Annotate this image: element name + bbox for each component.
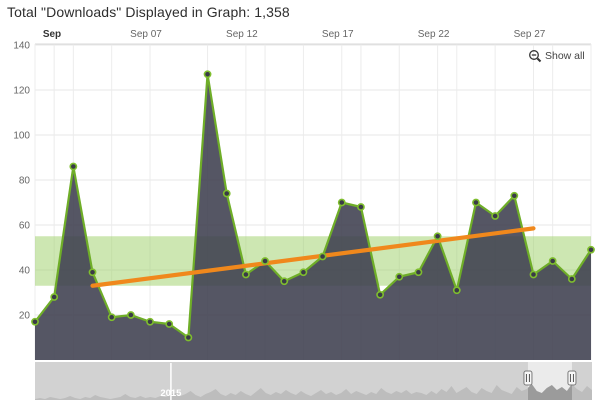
y-axis-label: 20 (19, 311, 31, 322)
magnifier-handle (536, 57, 542, 63)
magnifier-circle (529, 50, 539, 60)
data-point-marker[interactable] (510, 191, 519, 200)
x-axis-label: Sep 22 (418, 29, 450, 40)
y-axis-label: 100 (13, 131, 30, 142)
data-point-marker[interactable] (357, 203, 365, 211)
data-point-marker[interactable] (472, 198, 480, 207)
y-axis-label: 80 (19, 176, 31, 187)
y-axis-label: 140 (13, 41, 30, 52)
data-point-marker[interactable] (126, 311, 135, 319)
navigator-sparkline-selected (527, 384, 572, 400)
data-point-marker[interactable] (548, 257, 557, 265)
y-axis-label: 40 (19, 266, 31, 277)
navigator-handle-left[interactable] (523, 370, 533, 386)
data-point-marker[interactable] (261, 257, 269, 265)
navigator-handle-right[interactable] (567, 370, 577, 386)
x-axis-label: Sep 17 (322, 29, 354, 40)
navigator-sparkline (35, 384, 592, 400)
data-point-marker[interactable] (165, 320, 174, 328)
data-point-marker[interactable] (376, 290, 385, 299)
data-point-marker[interactable] (241, 270, 250, 279)
show-all-button[interactable]: Show all (526, 46, 588, 66)
data-point-marker[interactable] (299, 268, 308, 277)
data-point-marker[interactable] (491, 212, 500, 220)
year-label: 2015 (160, 388, 182, 399)
data-point-marker[interactable] (31, 317, 39, 326)
data-point-marker[interactable] (529, 270, 538, 279)
y-axis-label: 60 (19, 221, 31, 232)
data-point-marker[interactable] (280, 277, 289, 286)
data-point-marker[interactable] (587, 245, 595, 254)
x-axis-label: Sep 12 (226, 29, 258, 40)
data-point-marker[interactable] (414, 268, 423, 277)
data-point-marker[interactable] (69, 162, 78, 171)
show-all-label: Show all (545, 50, 585, 62)
navigator-handle-right-grip-box[interactable] (567, 370, 577, 386)
data-point-marker[interactable] (452, 286, 461, 295)
navigator-handle-left-grip-box[interactable] (523, 370, 533, 386)
data-point-marker[interactable] (222, 189, 231, 198)
data-point-marker[interactable] (433, 232, 442, 241)
x-axis-label: Sep 27 (514, 29, 546, 40)
zoom-out-icon (529, 50, 542, 63)
downloads-area (35, 74, 591, 360)
chart-title: Total "Downloads" Displayed in Graph: 1,… (7, 4, 290, 20)
data-point-marker[interactable] (184, 333, 193, 342)
x-axis-label: Sep 07 (130, 29, 162, 40)
data-point-marker[interactable] (146, 317, 154, 326)
data-point-marker[interactable] (318, 252, 327, 261)
data-point-marker[interactable] (88, 268, 97, 277)
y-axis-label: 120 (13, 86, 30, 97)
data-point-marker[interactable] (107, 313, 116, 322)
data-point-marker[interactable] (395, 272, 404, 281)
x-axis-label: Sep (43, 29, 61, 40)
trend-line (90, 226, 536, 288)
data-point-marker[interactable] (50, 293, 59, 301)
data-point-marker[interactable] (203, 70, 212, 79)
data-point-marker[interactable] (337, 198, 346, 207)
data-point-marker[interactable] (567, 275, 576, 283)
